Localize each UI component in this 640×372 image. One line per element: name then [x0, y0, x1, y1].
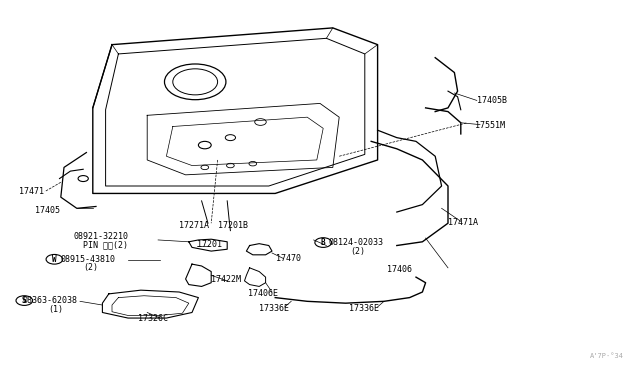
Text: 17271A: 17271A: [179, 221, 209, 230]
Text: A'7P·°34: A'7P·°34: [590, 353, 624, 359]
Text: (2): (2): [83, 263, 98, 272]
Text: 17336E: 17336E: [259, 304, 289, 313]
Text: 17201B: 17201B: [218, 221, 248, 230]
Text: PIN ピン(2): PIN ピン(2): [83, 240, 128, 249]
Text: 17471: 17471: [19, 187, 44, 196]
Text: 08921-32210: 08921-32210: [74, 232, 129, 241]
Text: B: B: [321, 238, 326, 247]
Text: (2): (2): [351, 247, 365, 256]
Text: W: W: [52, 255, 57, 264]
Text: 17406E: 17406E: [248, 289, 278, 298]
Text: 08915-43810: 08915-43810: [61, 255, 116, 264]
Text: 17551M: 17551M: [475, 121, 505, 130]
Text: 17470: 17470: [276, 254, 301, 263]
Text: 08124-02033: 08124-02033: [328, 238, 383, 247]
Text: 08363-62038: 08363-62038: [22, 296, 77, 305]
Text: S: S: [22, 296, 27, 305]
Text: (1): (1): [48, 305, 63, 314]
Text: 17326C: 17326C: [138, 314, 168, 323]
Text: 17406: 17406: [387, 265, 412, 274]
Text: 17471A: 17471A: [448, 218, 478, 227]
Text: 17201: 17201: [197, 240, 222, 249]
Text: 17336E: 17336E: [349, 304, 379, 312]
Text: 17405B: 17405B: [477, 96, 507, 105]
Text: 17405: 17405: [35, 206, 60, 215]
Text: 17422M: 17422M: [211, 275, 241, 284]
